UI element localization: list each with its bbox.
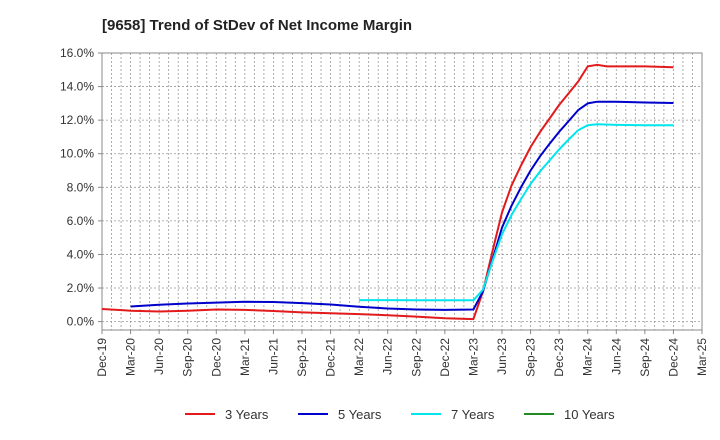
legend-label: 3 Years bbox=[225, 407, 269, 422]
x-tick-label: Sep-24 bbox=[638, 338, 652, 377]
chart-title: [9658] Trend of StDev of Net Income Marg… bbox=[102, 17, 412, 34]
x-tick-label: Jun-23 bbox=[495, 338, 509, 375]
y-tick-label: 4.0% bbox=[67, 247, 95, 261]
x-tick-label: Dec-22 bbox=[438, 338, 452, 377]
x-tick-label: Dec-23 bbox=[552, 338, 566, 377]
x-tick-label: Dec-21 bbox=[324, 338, 338, 377]
x-tick-label: Mar-20 bbox=[124, 338, 138, 376]
x-tick-label: Jun-22 bbox=[381, 338, 395, 375]
legend: 3 Years 5 Years 7 Years 10 Years bbox=[185, 407, 615, 422]
x-tick-label: Mar-23 bbox=[466, 338, 480, 376]
legend-label: 10 Years bbox=[564, 407, 615, 422]
y-tick-label: 6.0% bbox=[67, 214, 95, 228]
x-tick-label: Dec-24 bbox=[666, 338, 680, 377]
series-lines bbox=[101, 63, 674, 321]
x-tick-label: Dec-20 bbox=[209, 338, 223, 377]
x-tick-label: Jun-21 bbox=[266, 338, 280, 375]
x-tick-label: Sep-22 bbox=[409, 338, 423, 377]
y-tick-label: 10.0% bbox=[60, 147, 94, 161]
x-tick-label: Mar-25 bbox=[695, 338, 709, 376]
y-tick-label: 16.0% bbox=[60, 46, 94, 60]
y-tick-label: 14.0% bbox=[60, 80, 94, 94]
x-tick-label: Mar-24 bbox=[581, 338, 595, 376]
x-tick-label: Sep-23 bbox=[524, 338, 538, 377]
series-line-3-years bbox=[101, 63, 674, 321]
x-tick-label: Mar-22 bbox=[352, 338, 366, 376]
y-tick-label: 12.0% bbox=[60, 113, 94, 127]
x-tick-label: Dec-19 bbox=[95, 338, 109, 377]
x-tick-label: Jun-20 bbox=[152, 338, 166, 375]
legend-label: 7 Years bbox=[451, 407, 495, 422]
x-axis: Dec-19 Mar-20 Jun-20 Sep-20 Dec-20 Mar-21 Jun-… bbox=[95, 330, 709, 377]
x-tick-label: Jun-24 bbox=[609, 338, 623, 375]
series-line-7-years bbox=[359, 123, 674, 302]
y-tick-label: 2.0% bbox=[67, 281, 95, 295]
legend-label: 5 Years bbox=[338, 407, 382, 422]
grid-lines bbox=[101, 52, 703, 330]
x-tick-label: Mar-21 bbox=[238, 338, 252, 376]
series-line-5-years bbox=[130, 100, 674, 311]
x-tick-label: Sep-21 bbox=[295, 338, 309, 377]
y-tick-label: 0.0% bbox=[67, 315, 95, 329]
plot-area-frame bbox=[101, 52, 703, 331]
x-tick-label: Sep-20 bbox=[181, 338, 195, 377]
y-axis: 0.0% 2.0% 4.0% 6.0% 8.0% 10.0% 12.0% 14.0% 16.0% bbox=[60, 46, 102, 329]
y-tick-label: 8.0% bbox=[67, 180, 95, 194]
